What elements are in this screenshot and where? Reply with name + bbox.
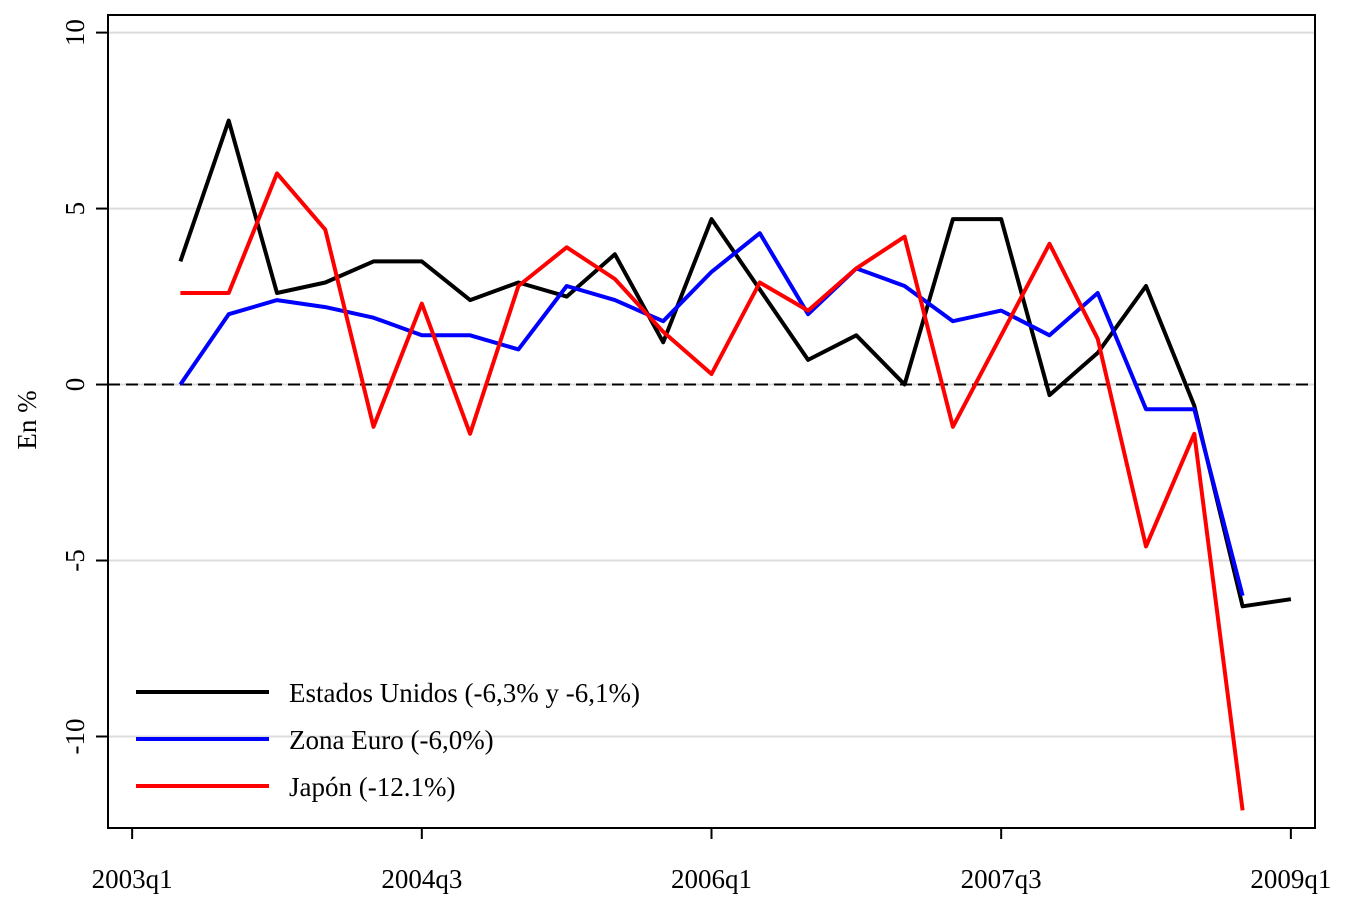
- x-tick-label: 2004q3: [381, 864, 462, 894]
- y-axis-label: En %: [12, 390, 42, 449]
- y-tick-label: 10: [60, 19, 90, 46]
- series-line: [180, 171, 1245, 811]
- y-tick-label: 0: [60, 378, 90, 392]
- plot-frame: [107, 14, 1316, 829]
- x-tick-label: 2006q1: [671, 864, 752, 894]
- series-line: [178, 231, 1245, 597]
- x-tick-label: 2003q1: [92, 864, 173, 894]
- x-tick-label: 2009q1: [1250, 864, 1331, 894]
- legend-label: Japón (-12.1%): [289, 772, 455, 802]
- legend-label: Zona Euro (-6,0%): [289, 725, 494, 755]
- y-tick-label: -5: [60, 549, 90, 572]
- y-tick-label: -10: [60, 718, 90, 754]
- y-tick-label: 5: [60, 202, 90, 216]
- series-line: [178, 118, 1292, 609]
- legend-label: Estados Unidos (-6,3% y -6,1%): [289, 678, 640, 708]
- x-tick-label: 2007q3: [961, 864, 1042, 894]
